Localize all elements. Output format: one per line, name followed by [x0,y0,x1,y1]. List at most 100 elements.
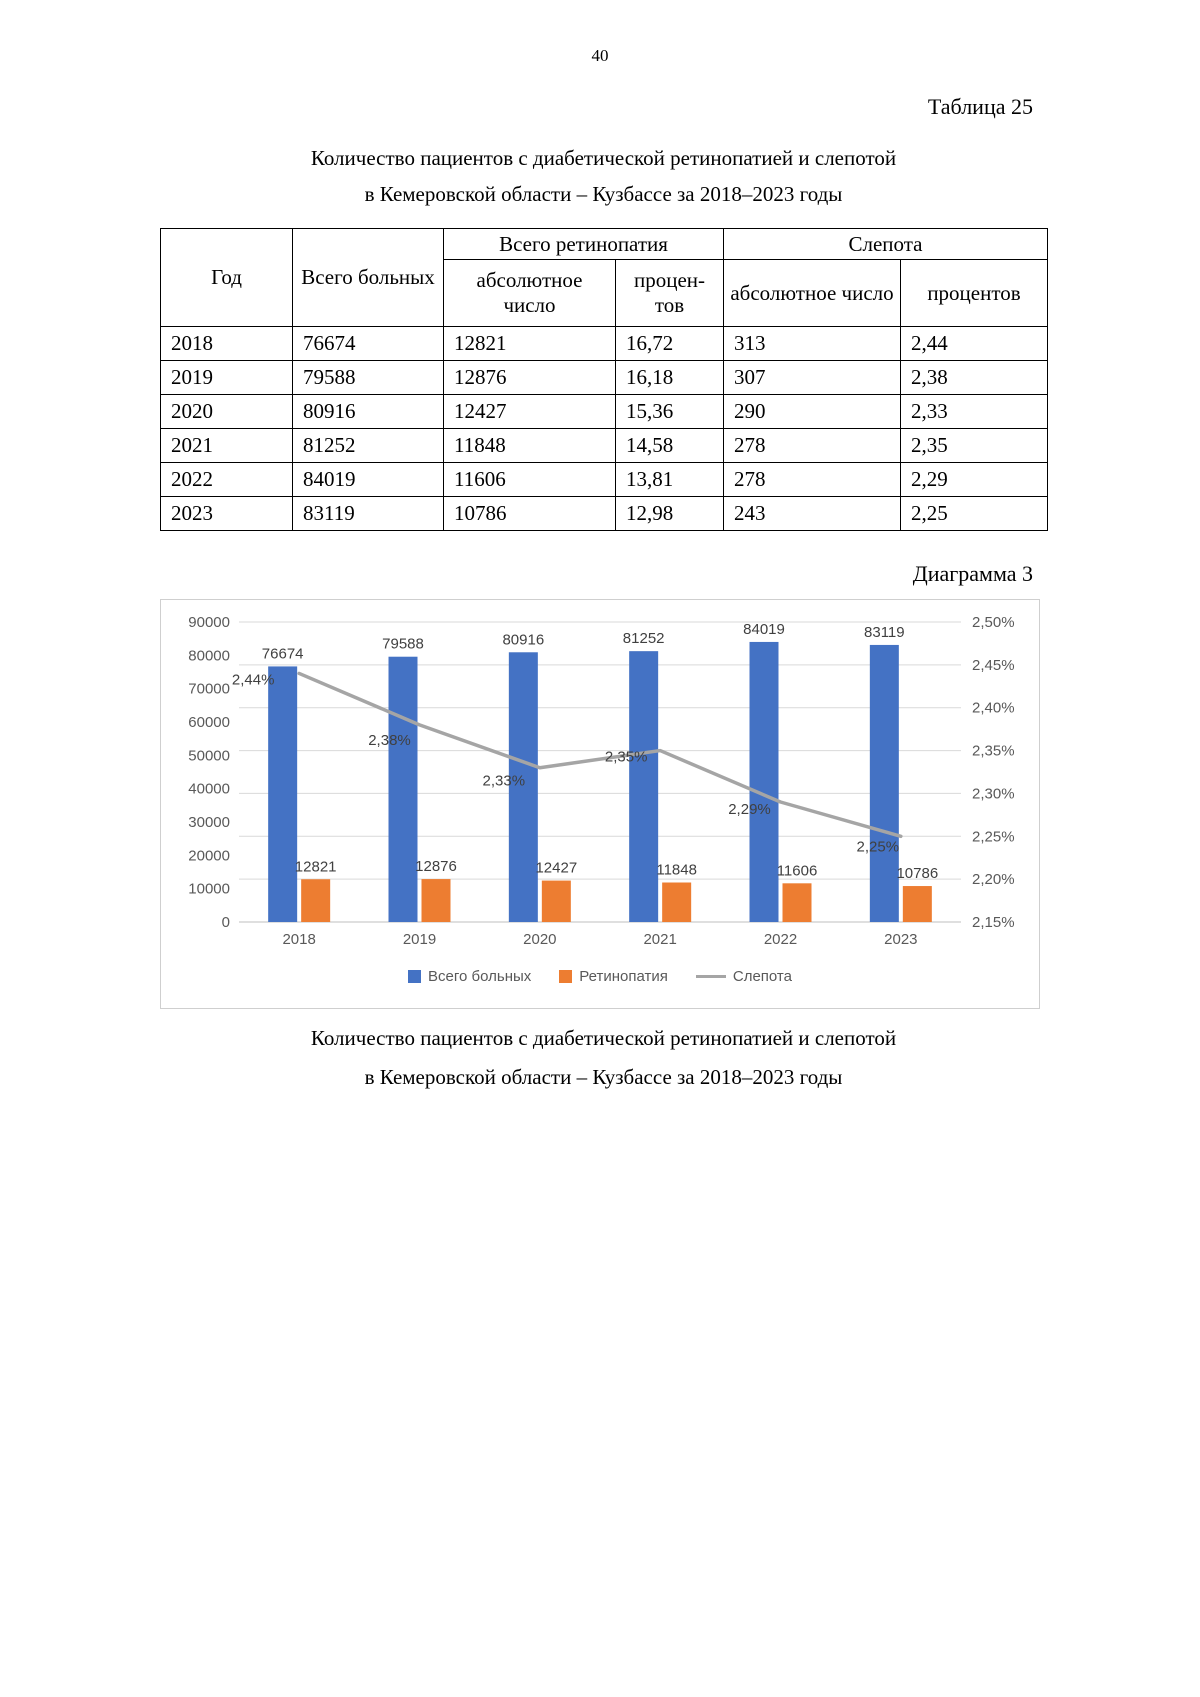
table-cell: 11848 [443,428,616,463]
bar-retinopathy-label: 10786 [896,865,938,882]
left-axis-tick-label: 60000 [188,714,230,731]
bar-total-label: 84019 [743,621,785,638]
bar-retinopathy-label: 11606 [777,862,818,879]
col-header-retinopathy-pct: процен- тов [615,259,724,327]
line-blindness-label: 2,25% [857,838,900,855]
table-cell: 13,81 [615,462,724,497]
legend-label: Ретинопатия [579,968,668,985]
right-axis-tick-label: 2,45% [972,657,1015,674]
bar-total [629,651,659,922]
bar-total [388,656,418,922]
chart-legend: Всего больных Ретинопатия Слепота [161,968,1039,985]
bar-total-label: 76674 [262,645,304,662]
right-axis-tick-label: 2,15% [972,914,1015,931]
table-cell: 2,44 [900,326,1048,361]
category-label: 2021 [643,931,676,948]
left-axis-tick-label: 70000 [188,681,230,698]
table-cell: 2020 [160,394,293,429]
table-cell: 80916 [292,394,444,429]
table-row: 2021 81252 11848 14,58 278 2,35 [160,428,1048,463]
right-axis-tick-label: 2,20% [972,871,1015,888]
table-label: Таблица 25 [927,94,1033,119]
bar-retinopathy [301,879,331,922]
table-cell: 2,33 [900,394,1048,429]
table-cell: 2018 [160,326,293,361]
col-group-blindness: Слепота [723,228,1048,260]
left-axis-tick-label: 10000 [188,881,230,898]
bar-total-label: 83119 [864,624,905,641]
legend-item: Всего больных [408,968,531,985]
bar-retinopathy [782,883,812,922]
bar-retinopathy-label: 12427 [535,860,577,877]
bar-retinopathy-label: 12876 [415,858,457,875]
col-header-blindness-abs: абсолютное число [723,259,901,327]
table-cell: 2019 [160,360,293,395]
table-cell: 307 [723,360,901,395]
category-label: 2022 [764,931,797,948]
category-label: 2019 [403,931,436,948]
chart-caption-line2: в Кемеровской области – Кузбассе за 2018… [364,1065,843,1089]
table-cell: 76674 [292,326,444,361]
bar-total [749,641,779,922]
bar-retinopathy-label: 12821 [295,858,337,875]
table-cell: 290 [723,394,901,429]
table-title: Количество пациентов с диабетической рет… [160,140,1047,212]
table-cell: 2022 [160,462,293,497]
table-cell: 278 [723,462,901,497]
chart-caption-line1: Количество пациентов с диабетической рет… [310,1026,897,1050]
left-axis-tick-label: 90000 [188,614,230,631]
legend-line-marker [695,975,726,978]
chart: 90000 80000 70000 60000 50000 40000 30000 20000… [160,599,1040,1009]
bar-total-label: 81252 [623,630,665,647]
bar-total [869,644,899,922]
col-header-total: Всего больных [292,228,444,327]
col-header-blindness-pct: процентов [900,259,1048,327]
table-cell: 2021 [160,428,293,463]
table-cell: 2,25 [900,496,1048,531]
left-axis-tick-label: 50000 [188,747,230,764]
left-axis-tick-label: 40000 [188,781,230,798]
table-row: 2022 84019 11606 13,81 278 2,29 [160,462,1048,497]
page-number: 40 [591,46,609,65]
right-axis-tick-label: 2,25% [972,828,1015,845]
table-cell: 16,72 [615,326,724,361]
left-axis-tick-label: 0 [222,914,230,931]
table-row: 2019 79588 12876 16,18 307 2,38 [160,360,1048,395]
legend-item: Ретинопатия [559,968,668,985]
table-cell: 10786 [443,496,616,531]
col-header-year: Год [160,228,293,327]
diagram-label: Диаграмма 3 [912,561,1033,586]
legend-square-marker [408,970,422,983]
bar-total [508,652,538,922]
table-cell: 15,36 [615,394,724,429]
table-cell: 12821 [443,326,616,361]
bar-total [268,666,298,922]
line-blindness-label: 2,29% [728,801,771,818]
table-header-row-1: Год Всего больных Всего ретинопатия Слеп… [160,228,1048,327]
table-cell: 243 [723,496,901,531]
table-cell: 16,18 [615,360,724,395]
left-axis-tick-label: 80000 [188,647,230,664]
line-blindness-label: 2,35% [605,749,648,766]
table-cell: 12,98 [615,496,724,531]
col-header-retinopathy-abs: абсолютное число [443,259,616,327]
legend-label: Всего больных [428,968,532,985]
table-cell: 83119 [292,496,444,531]
table-row: 2020 80916 12427 15,36 290 2,33 [160,394,1048,429]
category-label: 2018 [282,931,315,948]
bar-retinopathy [541,880,571,922]
table-cell: 79588 [292,360,444,395]
table-cell: 14,58 [615,428,724,463]
table-title-line2: в Кемеровской области – Кузбассе за 2018… [364,182,843,206]
line-blindness-label: 2,44% [232,671,275,688]
chart-plot-area: 90000 80000 70000 60000 50000 40000 30000 20000… [188,614,1015,948]
bar-retinopathy [662,882,692,922]
line-blindness [297,671,903,839]
table-row: 2018 76674 12821 16,72 313 2,44 [160,326,1048,361]
bar-retinopathy [421,879,451,922]
table-cell: 11606 [443,462,616,497]
right-axis-tick-label: 2,50% [972,614,1015,631]
table-cell: 81252 [292,428,444,463]
line-blindness-label: 2,33% [483,773,526,790]
